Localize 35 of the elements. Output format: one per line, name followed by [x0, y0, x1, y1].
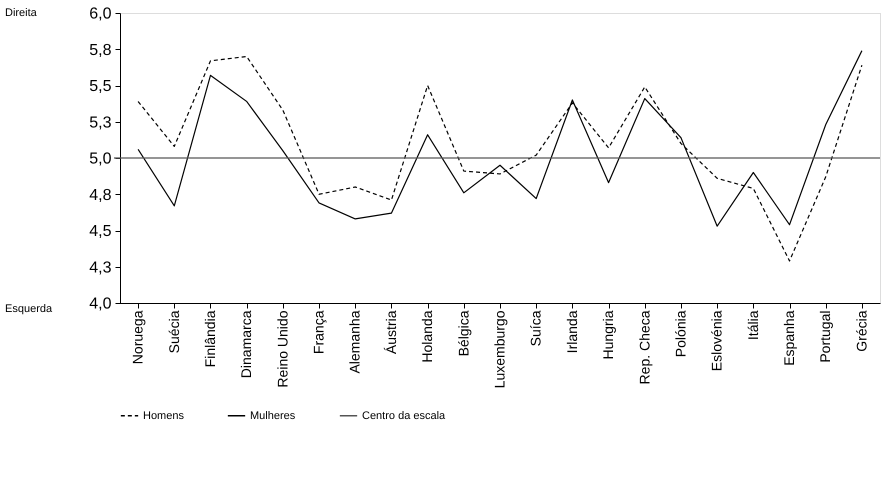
y-tick-label: 4,3	[89, 259, 112, 276]
y-tick-label: 6,0	[89, 6, 112, 22]
x-tick-label: Rep. Checa	[636, 310, 652, 384]
x-tick-label: Irlanda	[564, 310, 580, 354]
x-tick-label: Grécia	[853, 310, 870, 352]
x-tick-label: Holanda	[419, 310, 436, 363]
x-tick-label: Polónia	[672, 310, 688, 358]
y-tick-label: 4,0	[89, 296, 112, 312]
text: Direita	[5, 7, 38, 19]
y-tick-label: 5,8	[89, 42, 112, 59]
y-tick-label: 5,3	[89, 114, 112, 132]
x-tick-label: Suíca	[528, 310, 544, 346]
text: Esquerda	[5, 303, 53, 315]
x-tick-label: Reino Unido	[274, 310, 290, 388]
x-tick-label: Bélgica	[455, 310, 472, 356]
x-tick-label: Noruega	[130, 310, 146, 364]
x-tick-label: Suécia	[166, 310, 182, 354]
x-tick-label: Itália	[744, 310, 761, 340]
y-tick-label: 5,5	[89, 78, 112, 95]
x-tick-label: Eslovénia	[708, 310, 725, 372]
x-tick-label: França	[310, 310, 327, 354]
x-tick-label: Portugal	[817, 310, 834, 363]
legend-label: Homens	[143, 410, 184, 422]
x-tick-label: Áustria	[382, 310, 399, 354]
x-tick-label: Luxemburgo	[492, 310, 508, 388]
y-tick-label: 4,5	[89, 223, 112, 240]
x-tick-label: Finlândia	[202, 310, 218, 368]
x-tick-label: Alemanha	[346, 310, 363, 374]
y-tick-label: 4,8	[89, 186, 112, 204]
x-tick-label: Espanha	[781, 310, 798, 366]
x-tick-label: Dinamarca	[238, 310, 254, 378]
legend-label: Mulheres	[250, 410, 296, 422]
legend-label: Centro da escala	[362, 410, 446, 422]
y-tick-label: 5,0	[89, 150, 112, 168]
x-tick-label: Hungria	[600, 310, 616, 360]
